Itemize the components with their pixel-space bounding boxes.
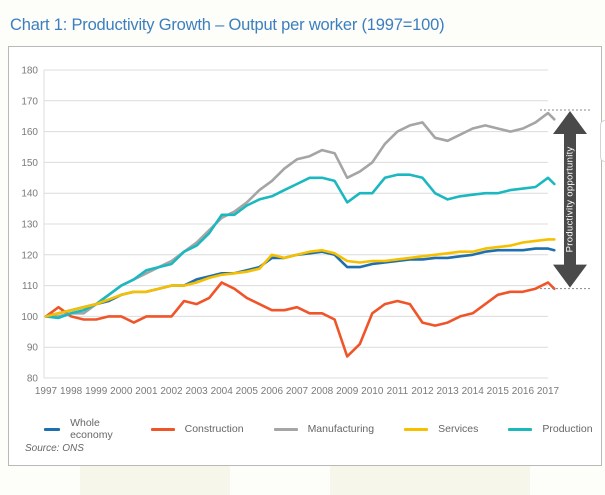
x-tick-label: 2017 (537, 386, 560, 397)
x-tick-label: 2011 (387, 386, 409, 397)
y-tick-label: 170 (21, 96, 38, 107)
source-note: Source: ONS (25, 443, 84, 454)
x-tick-label: 1999 (85, 386, 108, 397)
y-tick-label: 120 (21, 250, 38, 261)
series-line-services (44, 238, 556, 318)
x-tick-label: 2006 (261, 386, 284, 397)
legend-label: Whole economy (70, 417, 113, 441)
legend-item-services: Services (404, 417, 478, 441)
legend-swatch (404, 427, 429, 431)
x-tick-label: 2010 (361, 386, 384, 397)
y-tick-label: 90 (27, 343, 39, 354)
legend-item-manufacturing: Manufacturing (273, 417, 375, 441)
y-tick-label: 130 (21, 220, 38, 231)
x-tick-label: 2015 (487, 386, 510, 397)
x-tick-label: 2014 (462, 386, 485, 397)
x-tick-label: 2007 (286, 386, 309, 397)
chart-title: Chart 1: Productivity Growth – Output pe… (10, 16, 445, 34)
y-tick-label: 180 (21, 66, 38, 77)
series-line-whole-economy (44, 247, 556, 318)
series-line-production (44, 173, 556, 320)
y-tick-label: 100 (21, 312, 38, 323)
x-tick-label: 2008 (311, 386, 334, 397)
legend-label: Manufacturing (307, 423, 375, 435)
legend-swatch (44, 427, 61, 431)
series-lines (44, 111, 556, 358)
x-tick-label: 2001 (135, 386, 158, 397)
x-tick-label: 2005 (236, 386, 259, 397)
legend-swatch (508, 427, 533, 431)
x-axis-ticks: 1997 1998 1999 2000 2001 2002 2003 2004 2005 2006… (35, 386, 560, 397)
x-tick-label: 2004 (211, 386, 234, 397)
legend-swatch (150, 427, 175, 431)
legend-swatch (273, 427, 298, 431)
legend-label: Construction (184, 423, 244, 435)
legend-label: Services (438, 423, 479, 435)
side-tab-handle[interactable] (600, 120, 605, 162)
legend-item-whole-economy: Whole economy (44, 417, 121, 441)
y-axis-ticks: 80 90 100 110 120 130 140 150 160 170 180 (21, 66, 38, 385)
chart-frame (8, 46, 602, 466)
y-tick-label: 160 (21, 127, 38, 138)
legend: Whole economy Construction Manufacturing Se… (44, 417, 605, 441)
legend-item-production: Production (508, 417, 593, 441)
x-tick-label: 1998 (60, 386, 83, 397)
y-tick-label: 150 (21, 158, 38, 169)
legend-label: Production (542, 423, 593, 435)
x-tick-label: 2013 (436, 386, 459, 397)
legend-item-construction: Construction (150, 417, 244, 441)
x-tick-label: 2000 (110, 386, 133, 397)
x-tick-label: 2016 (512, 386, 535, 397)
annotation-label: Productivity opportunity (565, 146, 576, 252)
x-tick-label: 2002 (160, 386, 183, 397)
double-arrow-icon (553, 111, 587, 288)
x-tick-label: 2003 (185, 386, 208, 397)
productivity-opportunity-annotation: Productivity opportunity (540, 109, 592, 290)
y-tick-label: 80 (27, 374, 39, 385)
gridlines (43, 69, 548, 379)
y-tick-label: 110 (22, 281, 38, 292)
x-tick-label: 1997 (35, 386, 58, 397)
series-line-construction (44, 281, 556, 358)
x-tick-label: 2012 (411, 386, 434, 397)
y-tick-label: 140 (21, 189, 38, 200)
background-shape (80, 465, 230, 495)
x-tick-label: 2009 (336, 386, 359, 397)
background-shape (330, 465, 530, 495)
